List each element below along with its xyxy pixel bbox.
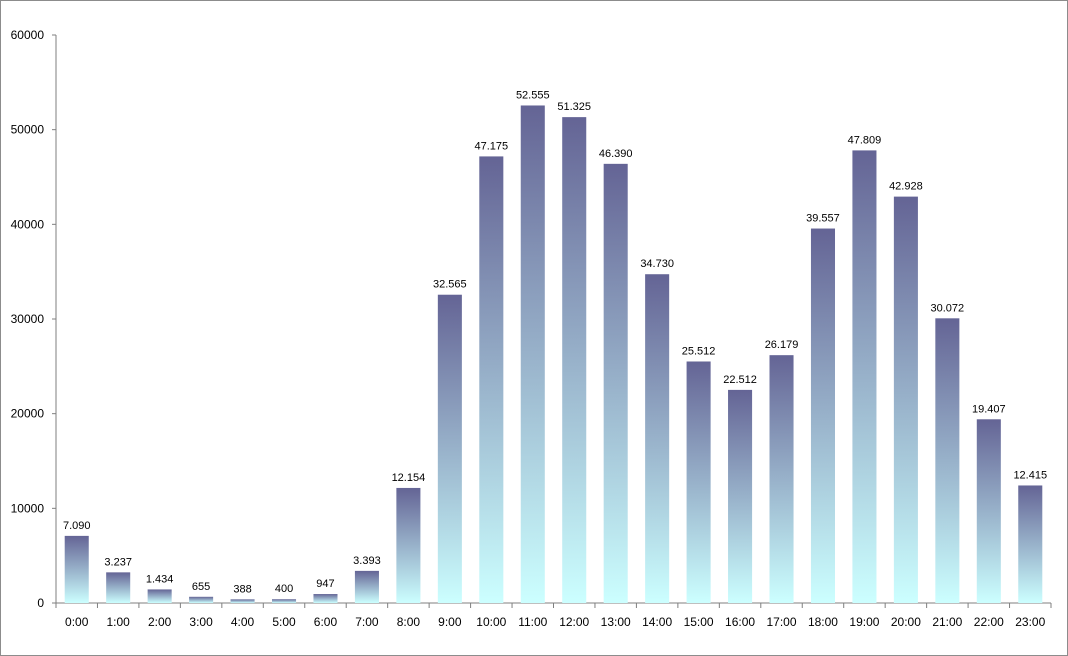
data-label: 655 (192, 581, 210, 593)
data-label: 22.512 (723, 374, 757, 386)
y-tick-label: 50000 (11, 123, 45, 137)
bar-21-00 (935, 318, 960, 603)
data-label: 26.179 (765, 339, 799, 351)
bar-10-00 (479, 156, 504, 603)
x-tick-label: 23:00 (1015, 615, 1045, 629)
data-label: 47.175 (474, 140, 508, 152)
bar-13-00 (603, 163, 628, 603)
x-tick-label: 10:00 (476, 615, 506, 629)
x-tick-label: 19:00 (849, 615, 879, 629)
bar-8-00 (396, 487, 421, 603)
bar-4-00 (230, 599, 255, 603)
data-label: 1.434 (146, 573, 174, 585)
data-label: 400 (275, 583, 293, 595)
x-tick-label: 3:00 (189, 615, 213, 629)
x-tick-label: 7:00 (355, 615, 379, 629)
x-tick-label: 6:00 (314, 615, 338, 629)
data-label: 51.325 (557, 101, 591, 113)
bar-23-00 (1018, 485, 1043, 603)
data-label: 388 (233, 583, 251, 595)
data-label: 3.237 (104, 556, 132, 568)
x-tick-label: 14:00 (642, 615, 672, 629)
bar-3-00 (189, 596, 214, 603)
x-tick-label: 1:00 (107, 615, 131, 629)
x-tick-label: 17:00 (767, 615, 797, 629)
data-label: 19.407 (972, 403, 1006, 415)
y-tick-label: 30000 (11, 312, 45, 326)
data-label: 3.393 (353, 555, 381, 567)
y-tick-label: 40000 (11, 217, 45, 231)
bar-12-00 (562, 117, 587, 603)
y-tick-label: 20000 (11, 407, 45, 421)
data-label: 30.072 (931, 302, 965, 314)
x-tick-label: 8:00 (397, 615, 421, 629)
x-tick-label: 5:00 (272, 615, 296, 629)
data-label: 42.928 (889, 181, 923, 193)
y-axis: 0 10000 20000 30000 40000 50000 60000 (11, 28, 57, 610)
bar-14-00 (645, 274, 670, 603)
y-tick-label: 60000 (11, 28, 45, 42)
bar-17-00 (769, 355, 794, 603)
bar-19-00 (852, 150, 877, 603)
x-tick-label: 15:00 (684, 615, 714, 629)
x-tick-label: 21:00 (932, 615, 962, 629)
data-label: 12.415 (1013, 469, 1047, 481)
bar-22-00 (976, 419, 1001, 603)
x-tick-label: 11:00 (518, 615, 547, 629)
bar-0-00 (64, 535, 89, 603)
x-tick-label: 13:00 (601, 615, 631, 629)
x-tick-label: 18:00 (808, 615, 838, 629)
data-label: 47.809 (848, 134, 882, 146)
data-label: 39.557 (806, 213, 840, 225)
bar-5-00 (271, 599, 297, 603)
bar-16-00 (728, 389, 753, 603)
bar-20-00 (893, 196, 918, 603)
data-label: 947 (316, 578, 334, 590)
bar-1-00 (106, 572, 131, 603)
bar-2-00 (147, 589, 172, 603)
bar-6-00 (313, 594, 338, 603)
x-tick-label: 22:00 (974, 615, 1004, 629)
x-tick-label: 0:00 (65, 615, 89, 629)
bar-11-00 (520, 105, 545, 603)
x-tick-label: 4:00 (231, 615, 255, 629)
data-label: 12.154 (392, 472, 426, 484)
x-tick-label: 12:00 (559, 615, 589, 629)
data-label: 32.565 (433, 279, 467, 291)
data-label: 34.730 (640, 258, 674, 270)
data-label: 52.555 (516, 89, 550, 101)
x-tick-label: 20:00 (891, 615, 921, 629)
x-tick-label: 9:00 (438, 615, 462, 629)
data-label: 46.390 (599, 148, 633, 160)
bar-15-00 (686, 361, 711, 603)
bar-9-00 (437, 294, 462, 603)
data-label: 7.090 (63, 520, 91, 532)
x-tick-label: 16:00 (725, 615, 755, 629)
bars (64, 105, 1043, 603)
bar-7-00 (354, 570, 379, 603)
data-label: 25.512 (682, 345, 716, 357)
x-tick-label: 2:00 (148, 615, 172, 629)
y-tick-label: 0 (37, 596, 44, 610)
x-axis: 0:00 1:00 2:00 3:00 4:00 5:00 6:00 7:00 8:00 9:00… (55, 602, 1052, 629)
bar-18-00 (810, 228, 836, 603)
data-labels: 7.090 3.237 1.434 655 388 400 947 3.393 12.154 32… (63, 89, 1047, 595)
y-tick-label: 10000 (11, 501, 45, 515)
